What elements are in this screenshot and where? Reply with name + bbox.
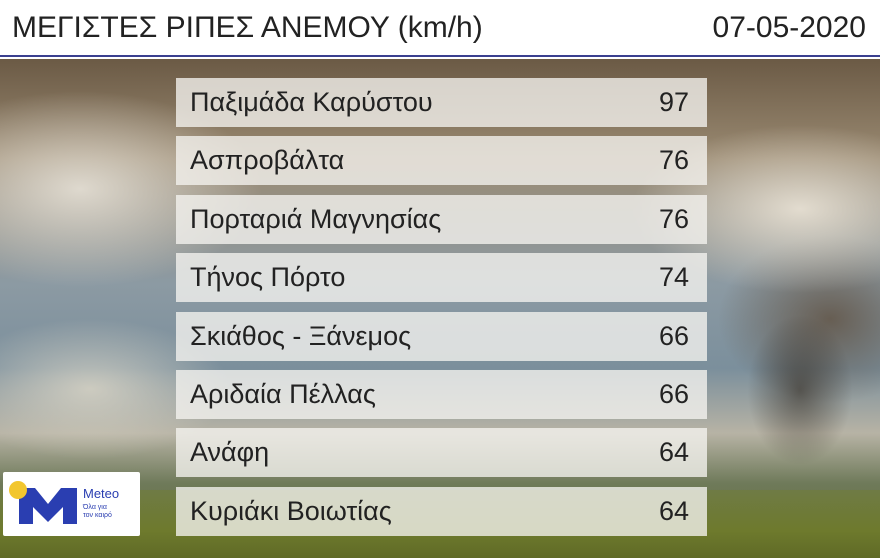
gust-value: 76 — [658, 203, 689, 234]
station-name: Τήνος Πόρτο — [190, 262, 346, 293]
gust-value: 66 — [658, 320, 689, 351]
table-row: Παξιμάδα Καρύστου 97 — [176, 78, 707, 127]
table-row: Πορταριά Μαγνησίας 76 — [176, 194, 707, 244]
table-row: Τήνος Πόρτο 74 — [176, 253, 707, 303]
gust-value: 66 — [658, 378, 689, 409]
table-row: Αριδαία Πέλλας 66 — [176, 369, 707, 419]
station-name: Ασπροβάλτα — [190, 145, 345, 176]
gust-value: 64 — [658, 495, 689, 526]
table-row: Κυριάκι Βοιωτίας 64 — [176, 486, 707, 536]
sun-icon — [9, 481, 27, 499]
station-name: Κυριάκι Βοιωτίας — [190, 495, 392, 526]
meteo-m-icon — [19, 488, 77, 524]
station-name: Παξιμάδα Καρύστου — [190, 87, 433, 117]
table-row: Ασπροβάλτα 76 — [176, 136, 707, 186]
gust-value: 76 — [658, 145, 689, 176]
logo-tagline: Όλα για τον καιρό — [83, 504, 112, 520]
logo-brand: Meteo — [83, 486, 120, 501]
gust-value: 97 — [658, 87, 689, 117]
page-title: ΜΕΓΙΣΤΕΣ ΡΙΠΕΣ ΑΝΕΜΟΥ (km/h) — [12, 10, 483, 44]
table-row: Ανάφη 64 — [176, 428, 707, 478]
gust-value: 74 — [658, 262, 689, 293]
wind-gust-table: Παξιμάδα Καρύστου 97 Ασπροβάλτα 76 Πορταρι… — [176, 78, 707, 545]
station-name: Σκιάθος - Ξάνεμος — [190, 320, 412, 351]
station-name: Αριδαία Πέλλας — [190, 378, 376, 409]
header: ΜΕΓΙΣΤΕΣ ΡΙΠΕΣ ΑΝΕΜΟΥ (km/h) 07-05-2020 — [0, 0, 880, 57]
date-label: 07-05-2020 — [712, 10, 866, 44]
table-row: Σκιάθος - Ξάνεμος 66 — [176, 311, 707, 361]
gust-value: 64 — [658, 437, 689, 468]
station-name: Ανάφη — [190, 437, 270, 468]
tree-silhouette — [730, 290, 870, 490]
tagline-line-2: τον καιρό — [83, 512, 112, 519]
tagline-line-1: Όλα για — [83, 504, 107, 511]
station-name: Πορταριά Μαγνησίας — [190, 203, 442, 234]
meteo-logo: Meteo Όλα για τον καιρό — [3, 472, 140, 536]
